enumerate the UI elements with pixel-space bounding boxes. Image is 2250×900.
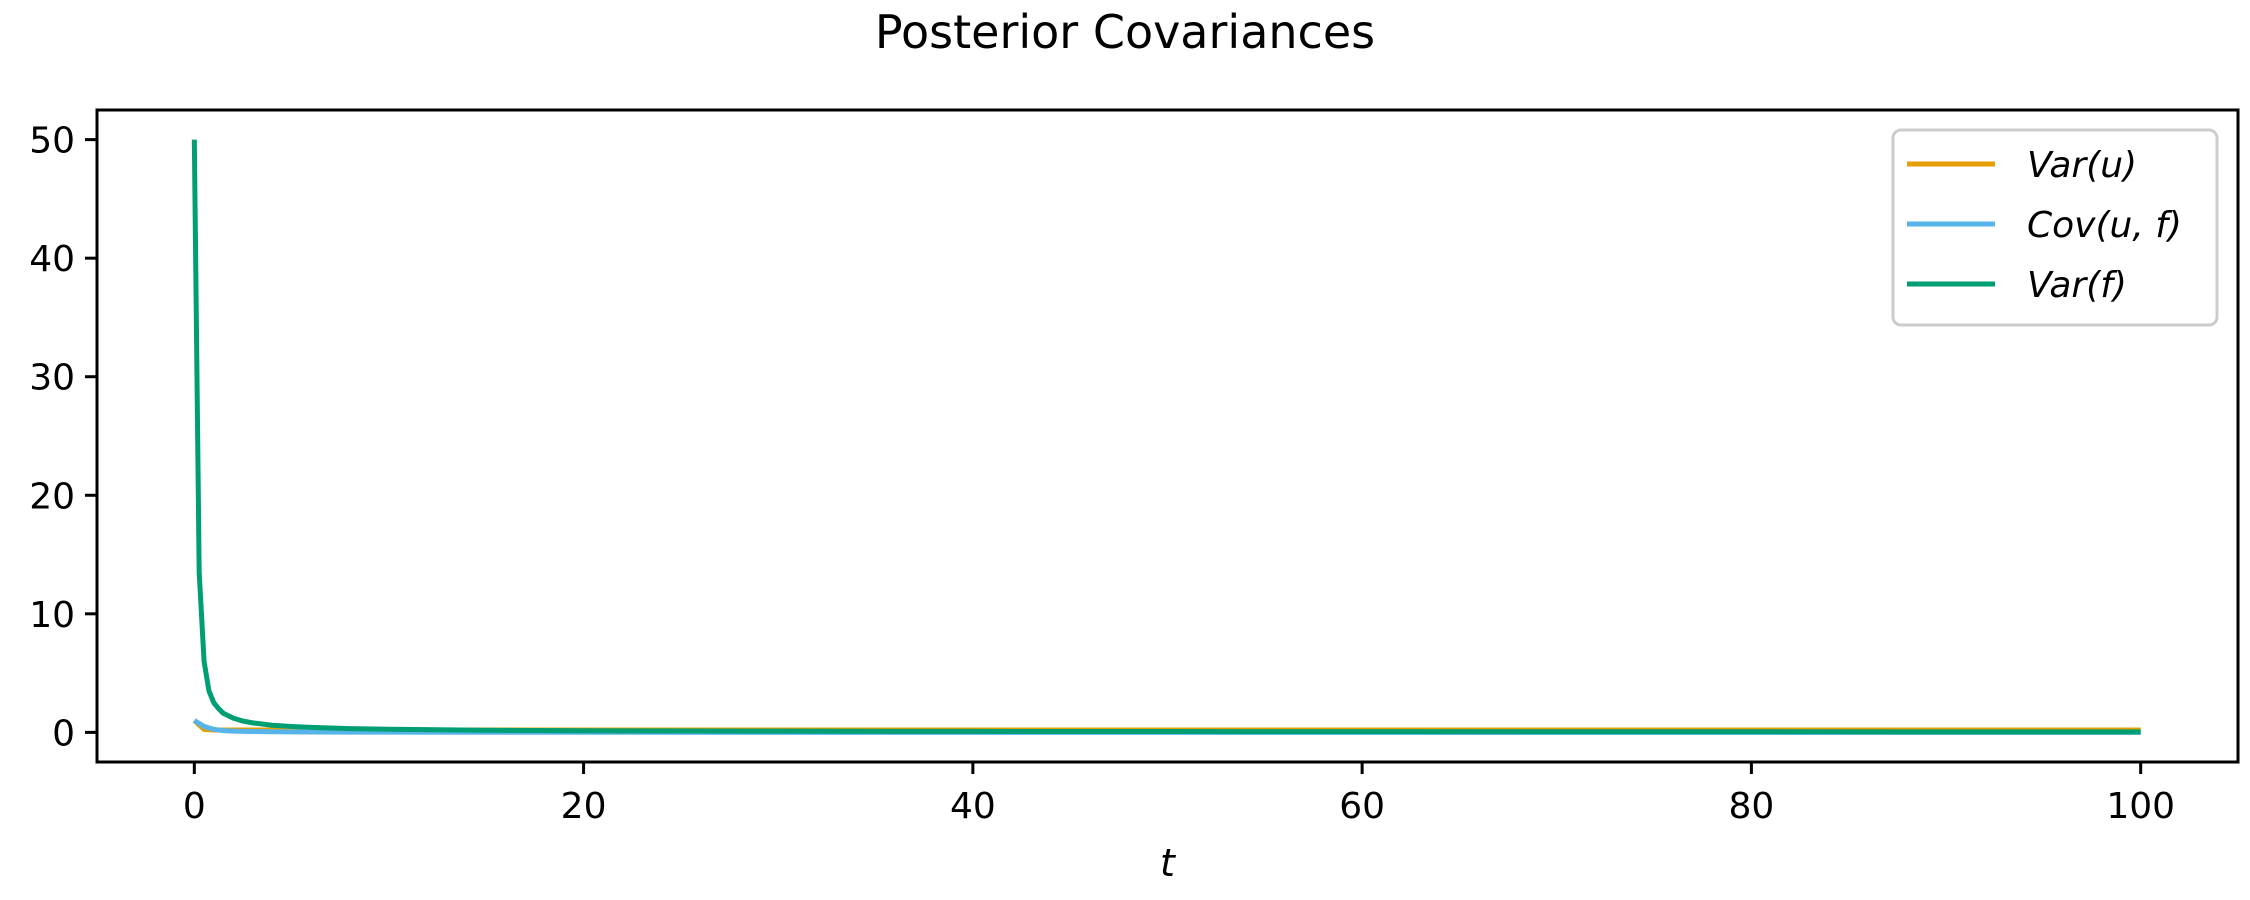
legend-label: Var(f) [2027, 265, 2127, 306]
x-tick-label: 100 [2106, 786, 2175, 827]
chart-title: Posterior Covariances [875, 5, 1375, 59]
legend-box [1891, 128, 2219, 327]
y-tick-label: 40 [29, 239, 75, 280]
legend: Var(u) Cov(u, f) Var(f) [1891, 128, 2219, 327]
series-line-2 [191, 139, 2141, 735]
x-tick-label: 80 [1729, 786, 1775, 827]
legend-label: Cov(u, f) [2027, 205, 2182, 246]
y-tick-label: 10 [29, 595, 75, 636]
x-tick-label: 20 [561, 786, 607, 827]
y-tick-label: 30 [29, 358, 75, 399]
y-tick-label: 20 [29, 476, 75, 517]
x-axis-label: t [1160, 841, 1177, 885]
plot-frame [95, 108, 2240, 764]
x-tick-label: 60 [1339, 786, 1385, 827]
x-tick-label: 0 [183, 786, 206, 827]
y-axis: 0 10 20 30 40 50 [29, 121, 97, 754]
legend-label: Var(u) [2027, 145, 2137, 186]
x-tick-label: 40 [950, 786, 996, 827]
x-axis: 0 20 40 60 80 100 [183, 762, 2175, 827]
y-tick-label: 50 [29, 121, 75, 162]
series-layer [191, 139, 2141, 735]
y-tick-label: 0 [52, 713, 75, 754]
